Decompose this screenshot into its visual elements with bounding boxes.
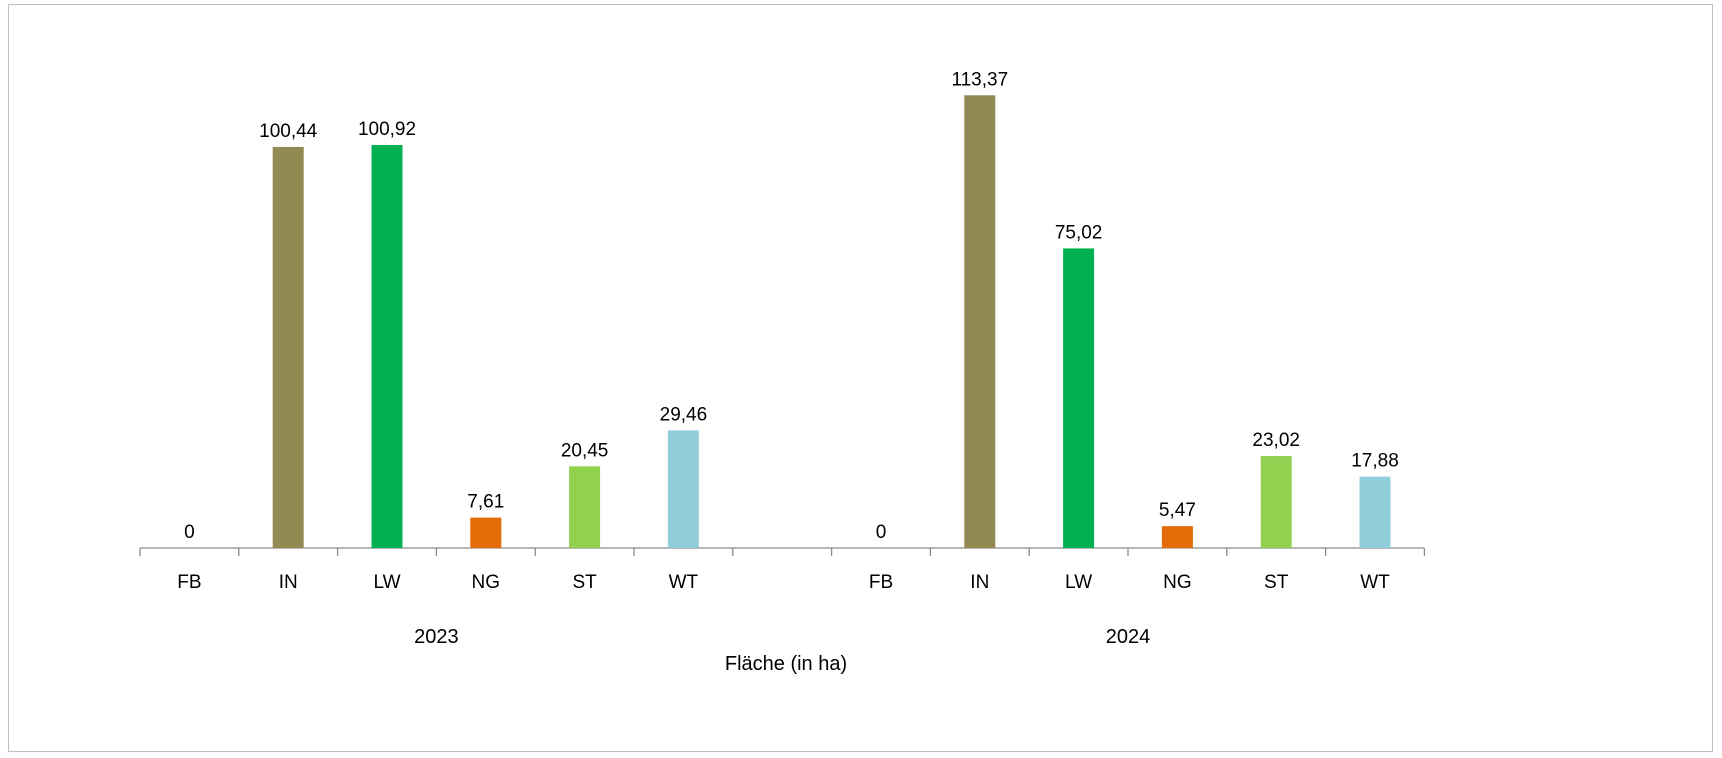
bar-2023-ng bbox=[470, 517, 502, 548]
x-tick-label: WT bbox=[669, 572, 699, 593]
bar-2023-lw bbox=[371, 145, 403, 548]
data-label: 29,46 bbox=[660, 404, 708, 425]
x-tick-label: LW bbox=[1065, 572, 1092, 593]
bar-2023-wt bbox=[667, 430, 699, 548]
x-tick-label: NG bbox=[472, 572, 501, 593]
data-label: 23,02 bbox=[1252, 430, 1300, 451]
bar-2024-ng bbox=[1161, 526, 1193, 548]
data-label: 20,45 bbox=[561, 440, 609, 461]
x-tick-label: ST bbox=[572, 572, 597, 593]
bar-2023-st bbox=[569, 466, 601, 548]
data-label: 17,88 bbox=[1351, 451, 1399, 472]
x-tick-label: IN bbox=[279, 572, 298, 593]
group-label: 2023 bbox=[414, 626, 459, 648]
group-label: 2024 bbox=[1106, 626, 1151, 648]
x-tick-label: ST bbox=[1264, 572, 1289, 593]
data-label: 100,44 bbox=[259, 121, 318, 142]
bar-2024-st bbox=[1260, 456, 1292, 548]
data-label: 100,92 bbox=[358, 119, 416, 140]
x-tick-label: FB bbox=[869, 572, 893, 593]
x-tick-label: NG bbox=[1163, 572, 1192, 593]
data-label: 75,02 bbox=[1055, 222, 1103, 243]
data-label: 0 bbox=[184, 522, 195, 543]
bar-2023-in bbox=[272, 146, 304, 549]
x-tick-label: LW bbox=[373, 572, 400, 593]
bar-2024-wt bbox=[1359, 476, 1391, 548]
x-axis-title: Fläche (in ha) bbox=[725, 653, 847, 675]
x-tick-label: IN bbox=[970, 572, 989, 593]
data-label: 5,47 bbox=[1159, 500, 1196, 521]
data-label: 0 bbox=[876, 522, 887, 543]
x-tick-label: WT bbox=[1360, 572, 1390, 593]
bar-2024-in bbox=[964, 95, 996, 549]
bar-2024-lw bbox=[1063, 248, 1095, 549]
data-label: 7,61 bbox=[467, 492, 504, 513]
data-label: 113,37 bbox=[951, 69, 1008, 90]
x-tick-label: FB bbox=[177, 572, 201, 593]
